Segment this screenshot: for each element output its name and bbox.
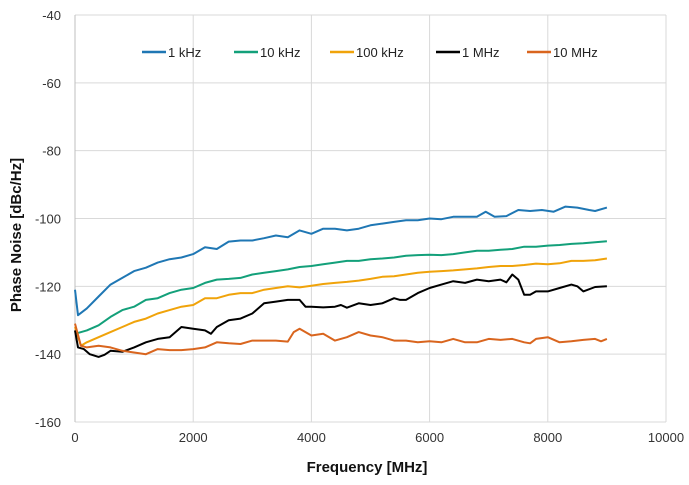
series-line-1-mhz xyxy=(74,273,607,358)
series-lines xyxy=(74,205,608,358)
legend-label: 100 kHz xyxy=(356,45,404,60)
x-tick-label: 8000 xyxy=(533,430,562,445)
x-tick-label: 0 xyxy=(71,430,78,445)
legend-label: 10 kHz xyxy=(260,45,300,60)
x-tick-label: 10000 xyxy=(648,430,684,445)
legend-label: 1 MHz xyxy=(462,45,500,60)
x-tick-label: 6000 xyxy=(415,430,444,445)
y-tick-label: -40 xyxy=(42,8,61,23)
legend-label: 10 MHz xyxy=(553,45,598,60)
y-tick-label: -160 xyxy=(35,415,61,430)
y-tick-labels: -160 -140 -120 -100 -80 -60 -40 xyxy=(35,8,61,430)
x-axis-label: Frequency [MHz] xyxy=(307,459,428,476)
legend-label: 1 kHz xyxy=(168,45,201,60)
y-axis-label: Phase Noise [dBc/Hz] xyxy=(8,158,25,312)
x-tick-labels: 0 2000 4000 6000 8000 10000 xyxy=(71,430,684,445)
y-tick-label: -100 xyxy=(35,212,61,227)
x-tick-label: 4000 xyxy=(297,430,326,445)
y-tick-label: -60 xyxy=(42,76,61,91)
y-tick-label: -140 xyxy=(35,347,61,362)
y-tick-label: -120 xyxy=(35,279,61,294)
series-line-10-khz xyxy=(74,240,607,335)
series-line-1-khz xyxy=(74,205,608,317)
series-line-10-mhz xyxy=(74,323,608,356)
grid-lines xyxy=(74,14,667,423)
x-tick-label: 2000 xyxy=(179,430,208,445)
y-tick-label: -80 xyxy=(42,144,61,159)
legend: 1 kHz 10 kHz 100 kHz 1 MHz 10 MHz xyxy=(142,45,598,60)
series-line-100-khz xyxy=(74,257,608,347)
